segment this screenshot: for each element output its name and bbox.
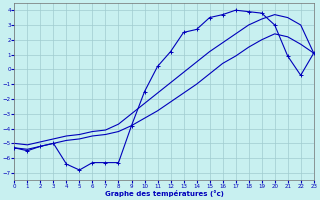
X-axis label: Graphe des températures (°c): Graphe des températures (°c) [105,190,223,197]
